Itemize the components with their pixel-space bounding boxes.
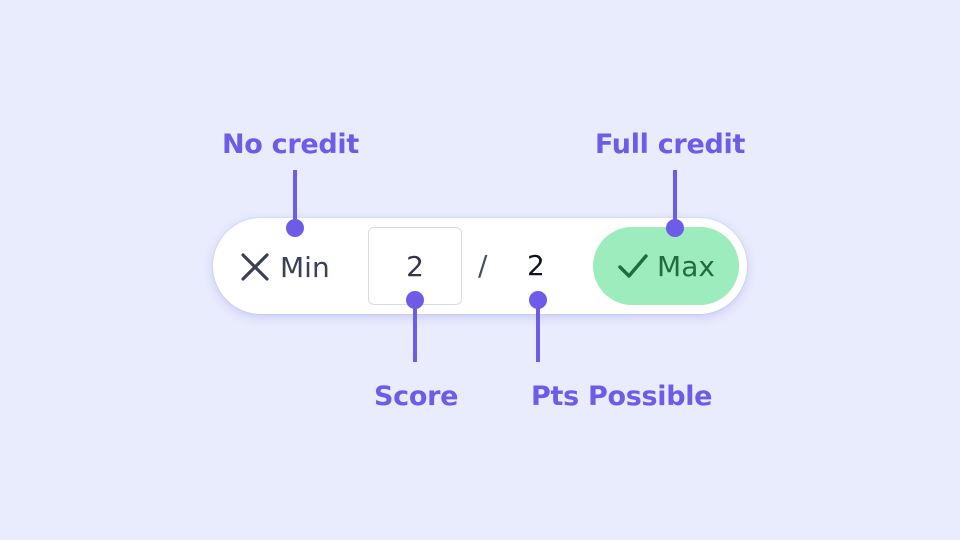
full-credit-label: Full credit xyxy=(595,129,746,160)
min-label: Min xyxy=(280,250,330,284)
min-button[interactable]: Min xyxy=(240,248,330,286)
points-possible-value: 2 xyxy=(527,249,545,282)
max-label: Max xyxy=(657,249,715,283)
score-input[interactable]: 2 xyxy=(368,227,462,305)
max-button[interactable]: Max xyxy=(593,227,739,305)
x-icon xyxy=(240,252,270,282)
score-separator: / xyxy=(478,249,488,282)
score-value: 2 xyxy=(406,249,424,283)
no-credit-label: No credit xyxy=(222,129,359,160)
checkmark-icon xyxy=(617,253,649,279)
score-label: Score xyxy=(374,381,459,412)
pts-possible-label: Pts Possible xyxy=(531,381,713,412)
